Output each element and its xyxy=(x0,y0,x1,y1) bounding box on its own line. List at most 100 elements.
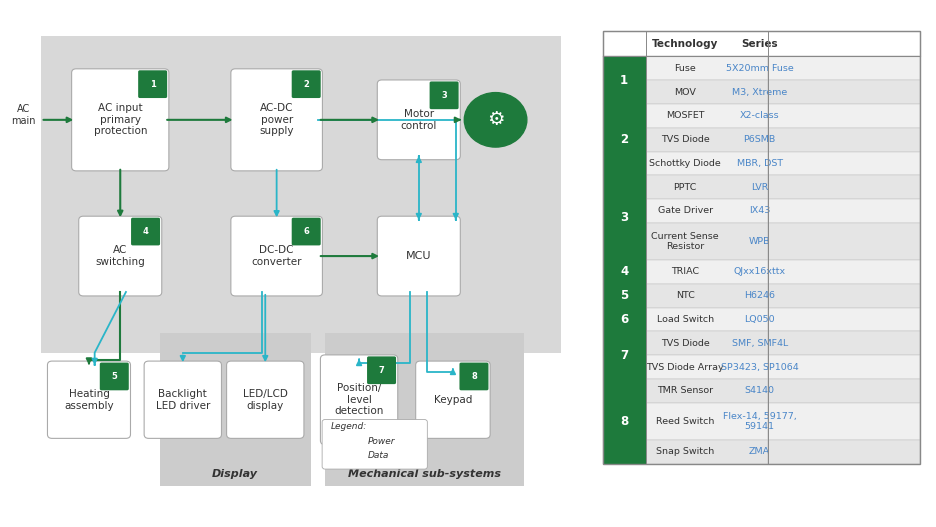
Text: Backlight
LED driver: Backlight LED driver xyxy=(155,389,210,411)
Text: Power: Power xyxy=(368,437,395,446)
Bar xyxy=(768,331,920,355)
Text: Motor
control: Motor control xyxy=(401,109,437,131)
Text: Snap Switch: Snap Switch xyxy=(656,447,714,456)
Text: WPB: WPB xyxy=(749,237,770,246)
FancyBboxPatch shape xyxy=(48,361,130,438)
Text: Keypad: Keypad xyxy=(433,395,472,405)
Text: ⚙: ⚙ xyxy=(487,110,505,129)
Bar xyxy=(768,80,920,104)
Bar xyxy=(768,260,920,284)
Text: P6SMB: P6SMB xyxy=(743,135,776,144)
Text: TVS Diode: TVS Diode xyxy=(661,135,709,144)
Bar xyxy=(646,223,768,260)
Bar xyxy=(603,223,646,260)
Text: H6246: H6246 xyxy=(744,291,775,300)
Circle shape xyxy=(464,93,527,147)
Text: SMF, SMF4L: SMF, SMF4L xyxy=(732,339,788,348)
FancyBboxPatch shape xyxy=(430,82,459,109)
Text: 5: 5 xyxy=(620,289,628,302)
Bar xyxy=(603,260,646,284)
FancyBboxPatch shape xyxy=(320,355,398,445)
Bar xyxy=(646,128,768,152)
Text: TVS Diode Array: TVS Diode Array xyxy=(647,363,724,372)
FancyBboxPatch shape xyxy=(144,361,222,438)
Text: SP3423, SP1064: SP3423, SP1064 xyxy=(721,363,798,372)
Bar xyxy=(603,440,646,464)
Text: M3, Xtreme: M3, Xtreme xyxy=(732,87,787,96)
Text: Current Sense
Resistor: Current Sense Resistor xyxy=(651,232,719,251)
Text: 5X20mm Fuse: 5X20mm Fuse xyxy=(725,64,794,73)
Text: TMR Sensor: TMR Sensor xyxy=(657,386,713,395)
Bar xyxy=(603,175,646,260)
Text: 7: 7 xyxy=(620,349,628,362)
Bar xyxy=(603,56,646,104)
Text: TVS Diode: TVS Diode xyxy=(661,339,709,348)
Bar xyxy=(603,152,646,175)
FancyBboxPatch shape xyxy=(325,333,524,486)
FancyBboxPatch shape xyxy=(460,363,489,391)
Text: S4140: S4140 xyxy=(745,386,775,395)
Text: DC-DC
converter: DC-DC converter xyxy=(252,245,302,267)
Text: PPTC: PPTC xyxy=(674,183,697,192)
Bar xyxy=(768,56,920,80)
Text: ZMA: ZMA xyxy=(749,447,770,456)
FancyBboxPatch shape xyxy=(79,216,162,296)
Bar xyxy=(603,355,646,379)
Bar xyxy=(646,260,768,284)
Bar xyxy=(603,104,646,175)
Bar xyxy=(768,403,920,440)
Text: Position/
level
detection: Position/ level detection xyxy=(334,383,384,416)
Text: TRIAC: TRIAC xyxy=(671,267,699,277)
Bar xyxy=(768,440,920,464)
Text: IX43: IX43 xyxy=(749,207,770,216)
Bar xyxy=(768,128,920,152)
Bar xyxy=(603,284,646,308)
Text: NTC: NTC xyxy=(676,291,695,300)
FancyBboxPatch shape xyxy=(231,69,322,171)
FancyBboxPatch shape xyxy=(72,69,168,171)
Bar xyxy=(603,260,646,284)
Bar xyxy=(646,175,768,199)
Text: 4: 4 xyxy=(142,227,149,236)
Bar xyxy=(768,104,920,128)
Text: 2: 2 xyxy=(620,133,628,146)
Bar xyxy=(603,199,646,223)
Text: Load Switch: Load Switch xyxy=(657,315,714,324)
Text: 1: 1 xyxy=(150,80,155,89)
Bar xyxy=(603,56,646,80)
Text: 1: 1 xyxy=(620,74,628,87)
Text: Technology: Technology xyxy=(652,38,719,48)
Text: 2: 2 xyxy=(303,80,309,89)
Text: QJxx16xttx: QJxx16xttx xyxy=(734,267,785,277)
Bar xyxy=(603,31,920,56)
Text: Display: Display xyxy=(212,469,258,479)
Text: Schottky Diode: Schottky Diode xyxy=(650,159,721,168)
Bar xyxy=(768,223,920,260)
Text: Heating
assembly: Heating assembly xyxy=(65,389,114,411)
Text: Fuse: Fuse xyxy=(675,64,696,73)
Bar xyxy=(603,379,646,403)
Text: LED/LCD
display: LED/LCD display xyxy=(242,389,287,411)
Text: Series: Series xyxy=(741,38,778,48)
Bar xyxy=(646,199,768,223)
Bar xyxy=(646,80,768,104)
Text: 3: 3 xyxy=(620,211,628,224)
Text: MOV: MOV xyxy=(674,87,696,96)
FancyBboxPatch shape xyxy=(131,218,160,246)
FancyBboxPatch shape xyxy=(377,216,461,296)
Bar xyxy=(646,440,768,464)
Bar xyxy=(646,284,768,308)
Bar xyxy=(603,379,646,464)
FancyBboxPatch shape xyxy=(292,218,321,246)
Text: 3: 3 xyxy=(441,91,447,100)
Bar xyxy=(603,331,646,379)
Text: Legend:: Legend: xyxy=(330,423,367,432)
Bar xyxy=(603,331,646,355)
Text: Gate Driver: Gate Driver xyxy=(658,207,713,216)
Bar xyxy=(768,175,920,199)
Text: Data: Data xyxy=(368,451,389,460)
FancyBboxPatch shape xyxy=(292,70,321,98)
FancyBboxPatch shape xyxy=(416,361,490,438)
Text: MCU: MCU xyxy=(406,251,431,261)
Bar xyxy=(768,308,920,331)
